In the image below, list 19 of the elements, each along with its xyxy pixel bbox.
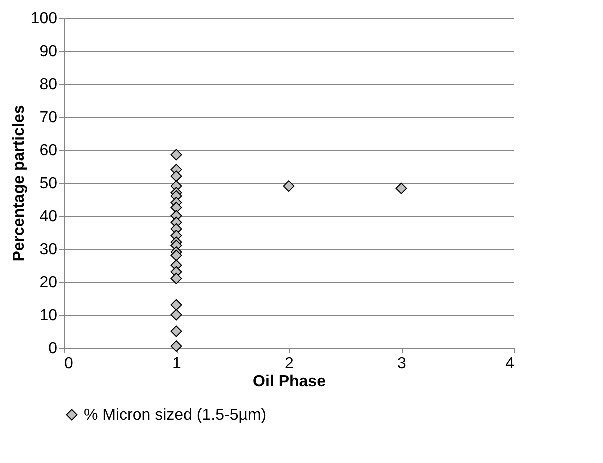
- y-tick-label: 50: [40, 176, 58, 192]
- legend-label: % Micron sized (1.5-5µm): [84, 407, 267, 424]
- y-tick-label: 20: [40, 274, 58, 292]
- y-tick-label: 10: [40, 308, 58, 324]
- y-tick-label: 90: [40, 44, 58, 60]
- y-tick-label: 60: [40, 142, 58, 160]
- y-axis-title: Percentage particles: [10, 105, 28, 262]
- x-tick-label: 2: [285, 356, 294, 372]
- x-tick-label: 3: [398, 356, 407, 372]
- x-axis-title: Oil Phase: [253, 374, 326, 390]
- x-tick-label: 4: [506, 356, 515, 372]
- x-tick-label: 0: [64, 356, 74, 372]
- y-tick-label: 40: [40, 208, 58, 226]
- y-tick-label: 80: [40, 76, 58, 94]
- y-tick-label: 70: [40, 110, 58, 126]
- y-tick-label: 0: [48, 340, 58, 358]
- y-tick-label: 30: [40, 242, 58, 258]
- x-tick-label: 1: [172, 356, 182, 372]
- y-tick-label: 100: [30, 10, 58, 28]
